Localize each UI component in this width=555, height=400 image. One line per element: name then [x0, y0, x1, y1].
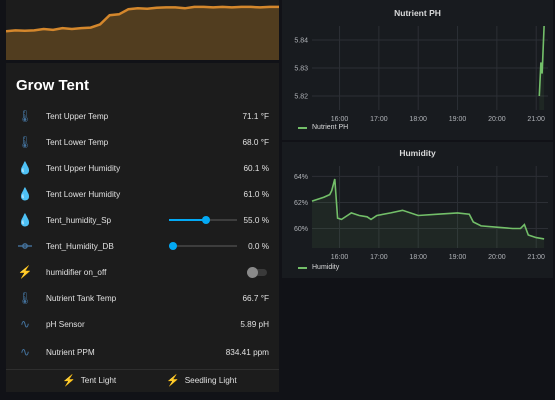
legend-label: Humidity	[312, 264, 340, 271]
x-tick-label: 16:00	[331, 116, 349, 123]
slider-knob[interactable]	[169, 242, 177, 250]
row-tent-humidity-db: Tent_Humidity_DB 0.0 %	[6, 233, 279, 259]
entity-label: Tent_Humidity_DB	[46, 241, 114, 251]
ray-vertex-icon	[18, 239, 32, 253]
entity-value: 55.0 %	[243, 215, 270, 225]
legend-label: Nutrient PH	[312, 124, 349, 131]
row-tent-humidity-sp: 💧 Tent_humidity_Sp 55.0 %	[6, 207, 279, 233]
entity-label: Tent_humidity_Sp	[46, 215, 112, 225]
card-title: Grow Tent	[16, 77, 90, 94]
panel-title: Humidity	[399, 148, 436, 158]
y-tick-label: 5.84	[294, 38, 308, 45]
tent-light-button[interactable]: ⚡ Tent Light	[62, 374, 116, 387]
entity-value: 60.1 %	[243, 163, 270, 173]
x-tick-label: 17:00	[370, 116, 388, 123]
humidifier-toggle[interactable]	[247, 267, 267, 278]
x-tick-label: 21:00	[527, 254, 545, 261]
entity-value: 834.41 ppm	[225, 347, 269, 357]
sparkline-line	[6, 5, 279, 33]
row-humidifier-on-off: ⚡ humidifier on_off	[6, 259, 279, 285]
y-tick-label: 5.83	[294, 66, 308, 73]
flash-icon: ⚡	[17, 265, 33, 279]
row-tent-upper-humidity[interactable]: 💧 Tent Upper Humidity 60.1 %	[6, 155, 279, 181]
x-tick-label: 18:00	[409, 116, 427, 123]
x-tick-label: 18:00	[409, 254, 427, 261]
humidity-panel[interactable]: 60% 62% 64% 16:00 17:00 18:00 19:00 20:00 21:00 …	[282, 142, 553, 278]
x-tick-label: 19:00	[449, 116, 467, 123]
x-tick-label: 17:00	[370, 254, 388, 261]
light-buttons-footer: ⚡ Tent Light ⚡ Seedling Light	[6, 369, 279, 392]
legend-swatch	[298, 266, 307, 269]
humidity-setpoint-slider[interactable]	[169, 214, 237, 226]
entity-label: Tent Lower Humidity	[46, 189, 121, 199]
row-nutrient-tank-temp[interactable]: 🌡 Nutrient Tank Temp 66.7 °F	[6, 285, 279, 311]
row-ph-sensor[interactable]: ∿ pH Sensor 5.89 pH	[6, 311, 279, 337]
entity-value: 71.1 °F	[242, 111, 270, 121]
entity-value: 66.7 °F	[242, 293, 270, 303]
y-tick-label: 62%	[294, 200, 308, 207]
humidity-deadband-slider[interactable]	[169, 240, 237, 252]
y-tick-label: 64%	[294, 174, 308, 181]
entity-label: humidifier on_off	[46, 267, 107, 277]
nutrient-ph-chart: 5.82 5.83 5.84 16:00 17:00 18:00 19:00 20:00 21:…	[294, 25, 548, 123]
grow-tent-card: Grow Tent 🌡 Tent Upper Temp 71.1 °F 🌡 Te…	[6, 63, 279, 369]
entity-value: 61.0 %	[243, 189, 270, 199]
entity-label: pH Sensor	[46, 319, 85, 329]
thermometer-icon: 🌡	[17, 135, 33, 149]
thermometer-icon: 🌡	[17, 109, 33, 123]
seedling-light-button[interactable]: ⚡ Seedling Light	[166, 374, 237, 387]
entity-value: 68.0 °F	[242, 137, 270, 147]
slider-knob[interactable]	[202, 216, 211, 224]
thermometer-icon: 🌡	[17, 291, 33, 305]
panel-title: Nutrient PH	[394, 8, 441, 18]
entity-label: Nutrient Tank Temp	[46, 293, 117, 303]
lightning-icon: ⚡	[166, 375, 180, 387]
y-tick-label: 60%	[294, 226, 308, 233]
legend-item[interactable]: Humidity	[298, 264, 339, 271]
series-area	[312, 179, 545, 248]
wave-icon: ∿	[19, 317, 31, 331]
row-tent-lower-temp[interactable]: 🌡 Tent Lower Temp 68.0 °F	[6, 129, 279, 155]
x-tick-label: 16:00	[331, 254, 349, 261]
button-label: Tent Light	[80, 376, 117, 385]
humidity-chart: 60% 62% 64% 16:00 17:00 18:00 19:00 20:00 21:00	[294, 166, 548, 261]
left-dashboard-column: Grow Tent 🌡 Tent Upper Temp 71.1 °F 🌡 Te…	[6, 0, 279, 392]
x-tick-label: 19:00	[449, 254, 467, 261]
x-tick-label: 20:00	[488, 116, 506, 123]
water-drop-icon: 💧	[17, 213, 33, 227]
entity-label: Tent Lower Temp	[46, 137, 109, 147]
row-tent-lower-humidity[interactable]: 💧 Tent Lower Humidity 61.0 %	[6, 181, 279, 207]
entity-value: 5.89 pH	[240, 319, 269, 329]
slider-track	[169, 245, 237, 247]
entity-value: 0.0 %	[248, 241, 269, 251]
series-area	[539, 26, 545, 110]
button-label: Seedling Light	[184, 376, 237, 385]
entity-label: Nutrient PPM	[46, 347, 95, 357]
grafana-panels-column: 5.82 5.83 5.84 16:00 17:00 18:00 19:00 20:00 21:…	[280, 0, 555, 400]
x-tick-label: 21:00	[527, 116, 545, 123]
sparkline-card[interactable]	[6, 0, 279, 60]
entity-label: Tent Upper Temp	[46, 111, 109, 121]
y-tick-label: 5.82	[294, 94, 308, 101]
sparkline-area	[6, 6, 279, 60]
entity-label: Tent Upper Humidity	[46, 163, 121, 173]
nutrient-ph-panel[interactable]: 5.82 5.83 5.84 16:00 17:00 18:00 19:00 20:00 21:…	[282, 0, 553, 140]
legend-item[interactable]: Nutrient PH	[298, 124, 348, 131]
series-line	[311, 178, 545, 240]
water-drop-icon: 💧	[17, 187, 33, 201]
row-nutrient-ppm[interactable]: ∿ Nutrient PPM 834.41 ppm	[6, 339, 279, 365]
row-tent-upper-temp[interactable]: 🌡 Tent Upper Temp 71.1 °F	[6, 103, 279, 129]
lightning-icon: ⚡	[62, 375, 76, 387]
toggle-knob	[247, 267, 258, 278]
slider-fill	[169, 219, 207, 221]
series-line	[538, 25, 545, 97]
water-drop-icon: 💧	[17, 161, 33, 175]
sparkline-chart	[6, 5, 279, 60]
wave-icon: ∿	[19, 345, 31, 359]
x-tick-label: 20:00	[488, 254, 506, 261]
legend-swatch	[298, 126, 307, 129]
